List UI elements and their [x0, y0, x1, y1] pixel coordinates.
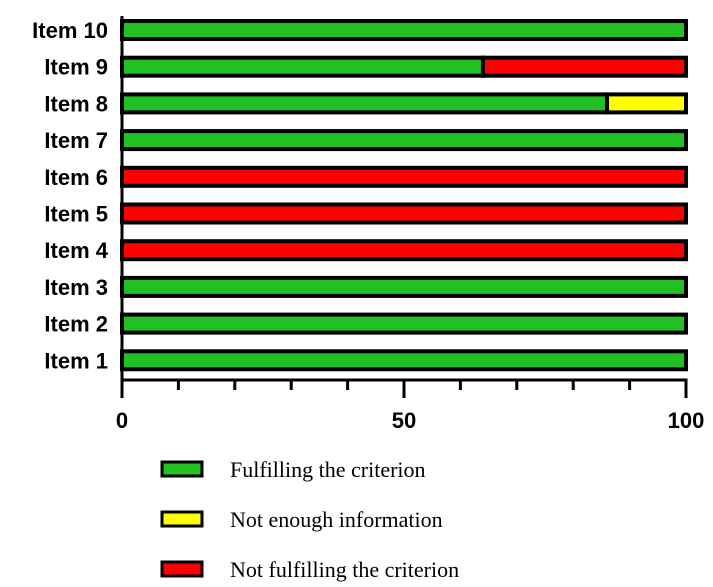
category-label-item-6: Item 6 — [44, 165, 108, 190]
legend-swatch-1 — [160, 460, 204, 478]
category-label-item-10: Item 10 — [32, 18, 108, 43]
bar-item-8-series-1 — [120, 92, 610, 115]
category-label-item-4: Item 4 — [44, 238, 108, 263]
x-tick-label-100: 100 — [668, 408, 705, 433]
bar-item-5-series-3 — [120, 202, 688, 225]
category-labels: Item 10 Item 9 Item 8 Item 7 Item 6 Item 5 Ite… — [32, 18, 109, 373]
legend-label-2: Not enough information — [230, 507, 443, 532]
category-label-item-2: Item 2 — [44, 312, 108, 337]
bar-item-6-series-3 — [120, 165, 688, 188]
x-tick-label-0: 0 — [116, 408, 128, 433]
bar-item-2-series-1 — [120, 312, 688, 335]
legend-swatch-2 — [160, 510, 204, 528]
legend-label-3: Not fulfilling the criterion — [230, 557, 459, 582]
legend: Fulfilling the criterion Not enough infor… — [160, 457, 459, 582]
bar-item-7-series-1 — [120, 129, 688, 152]
bar-item-9-series-1 — [120, 55, 485, 78]
bar-item-1-series-1 — [120, 349, 688, 372]
bar-item-3-series-1 — [120, 275, 688, 298]
bars-group — [120, 19, 688, 372]
category-label-item-9: Item 9 — [44, 55, 108, 80]
category-label-item-5: Item 5 — [44, 202, 108, 227]
category-label-item-7: Item 7 — [44, 128, 108, 153]
bar-item-9-series-3 — [480, 55, 688, 78]
bar-item-8-series-2 — [605, 92, 688, 115]
x-tick-label-50: 50 — [392, 408, 416, 433]
bar-item-4-series-3 — [120, 239, 688, 262]
category-label-item-8: Item 8 — [44, 91, 108, 116]
category-label-item-3: Item 3 — [44, 275, 108, 300]
x-axis: 0 50 100 — [116, 16, 704, 433]
legend-swatch-3 — [160, 560, 204, 578]
category-label-item-1: Item 1 — [44, 348, 108, 373]
bar-item-10-series-1 — [120, 19, 688, 41]
legend-label-1: Fulfilling the criterion — [230, 457, 426, 482]
